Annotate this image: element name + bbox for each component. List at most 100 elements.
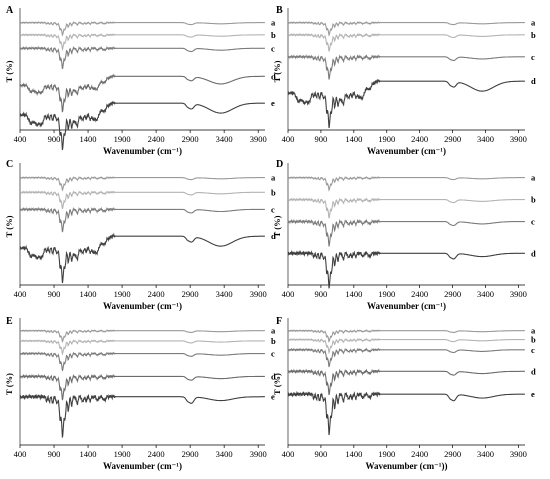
x-tick-label: 2900	[182, 449, 199, 459]
series-label-e: e	[531, 389, 535, 399]
x-axis-label: Wavenumber (cm⁻¹)	[367, 301, 446, 311]
y-axis-label: T (%)	[272, 373, 282, 395]
series-label-b: b	[271, 187, 276, 197]
x-tick-label: 3400	[477, 289, 494, 299]
x-tick-label: 2900	[182, 134, 199, 144]
series-line-a	[19, 21, 265, 37]
x-tick-label: 3400	[216, 449, 233, 459]
series-label-a: a	[531, 173, 536, 183]
series-label-a: a	[271, 173, 276, 183]
series-line-b	[287, 337, 525, 355]
series-line-b	[287, 197, 525, 219]
x-tick-label: 1900	[114, 134, 131, 144]
x-axis-label: Wavenumber (cm⁻¹)	[103, 146, 182, 156]
series-label-c: c	[531, 52, 535, 62]
panel-f: F T (%) 400 900 1400 1900 2400 2900 3400 3900 Wave…	[272, 316, 536, 471]
x-axis-label: Wavenumber (cm⁻¹)	[103, 301, 182, 311]
series-line-d	[287, 368, 525, 396]
x-tick-label: 1400	[345, 289, 362, 299]
x-tick-label: 3400	[216, 134, 233, 144]
series-label-e: e	[271, 98, 275, 108]
series-label-a: a	[531, 18, 536, 28]
x-tick-label: 2400	[148, 134, 165, 144]
x-tick-label: 2900	[444, 449, 461, 459]
panel-label: A	[6, 5, 14, 16]
series-label-b: b	[531, 335, 536, 345]
series-line-d	[19, 373, 265, 401]
series-label-d: d	[531, 366, 536, 376]
x-tick-label: 1400	[80, 134, 97, 144]
panel-label: D	[276, 159, 283, 170]
series-line-d	[287, 249, 525, 289]
series-line-a	[287, 21, 525, 37]
x-tick-label: 1400	[80, 289, 97, 299]
series-line-b	[19, 33, 265, 52]
x-tick-label: 1900	[114, 289, 131, 299]
series-label-a: a	[271, 326, 276, 336]
x-tick-label: 3900	[510, 449, 527, 459]
x-tick-label: 1400	[345, 134, 362, 144]
panel-b: B T (%) 400 900 1400 1900 2400 2900 3400 3900 Wave…	[272, 5, 536, 156]
x-tick-label: 900	[48, 134, 61, 144]
y-axis-label: T (%)	[4, 215, 14, 237]
x-tick-label: 2400	[411, 289, 428, 299]
x-tick-label: 3400	[216, 289, 233, 299]
x-tick-label: 2400	[148, 289, 165, 299]
series-line-d	[19, 232, 265, 284]
x-tick-label: 400	[282, 449, 295, 459]
x-tick-label: 2900	[444, 134, 461, 144]
x-tick-label: 400	[14, 449, 27, 459]
x-tick-label: 400	[282, 289, 295, 299]
x-tick-label: 2900	[182, 289, 199, 299]
series-line-c	[19, 45, 265, 70]
x-tick-label: 2400	[411, 134, 428, 144]
series-label-b: b	[531, 30, 536, 40]
series-label-a: a	[271, 18, 276, 28]
x-tick-label: 2900	[444, 289, 461, 299]
x-tick-label: 900	[48, 289, 61, 299]
series-label-c: c	[271, 349, 275, 359]
x-tick-label: 3900	[510, 134, 527, 144]
panel-e: E T (%) 400 900 1400 1900 2400 2900 3400 3900 Wave…	[4, 316, 276, 471]
series-label-d: d	[271, 231, 276, 241]
series-label-b: b	[531, 195, 536, 205]
series-line-d	[19, 73, 265, 113]
y-axis-label: T (%)	[4, 60, 14, 82]
series-label-b: b	[271, 336, 276, 346]
x-tick-label: 3400	[477, 449, 494, 459]
x-tick-label: 3900	[510, 289, 527, 299]
x-tick-label: 1900	[378, 134, 395, 144]
series-label-d: d	[531, 76, 536, 86]
series-label-e: e	[271, 392, 275, 402]
x-axis-label: Wavenumber (cm⁻¹)	[103, 461, 182, 471]
panel-label: E	[6, 316, 13, 327]
series-label-d: d	[271, 71, 276, 81]
series-line-b	[287, 32, 525, 52]
x-tick-label: 900	[315, 134, 328, 144]
series-label-d: d	[271, 371, 276, 381]
x-tick-label: 3900	[250, 134, 267, 144]
series-label-c: c	[531, 345, 535, 355]
x-tick-label: 2400	[411, 449, 428, 459]
y-axis-label: T (%)	[272, 215, 282, 237]
series-line-b	[19, 339, 265, 356]
series-line-a	[287, 329, 525, 344]
x-tick-label: 1900	[378, 289, 395, 299]
x-tick-label: 900	[315, 449, 328, 459]
x-tick-label: 1900	[378, 449, 395, 459]
series-label-b: b	[271, 30, 276, 40]
series-line-a	[19, 176, 265, 192]
x-tick-label: 400	[282, 134, 295, 144]
panel-label: F	[276, 316, 282, 327]
x-tick-label: 400	[14, 289, 27, 299]
panel-c: C T (%) 400 900 1400 1900 2400 2900 3400 3900 Wave…	[4, 159, 276, 311]
series-line-c	[19, 206, 265, 233]
x-tick-label: 2400	[148, 449, 165, 459]
series-line-e	[19, 393, 265, 438]
panel-label: B	[276, 5, 283, 16]
x-tick-label: 1400	[345, 449, 362, 459]
series-line-c	[287, 53, 525, 80]
series-label-c: c	[271, 43, 275, 53]
x-tick-label: 3900	[250, 289, 267, 299]
